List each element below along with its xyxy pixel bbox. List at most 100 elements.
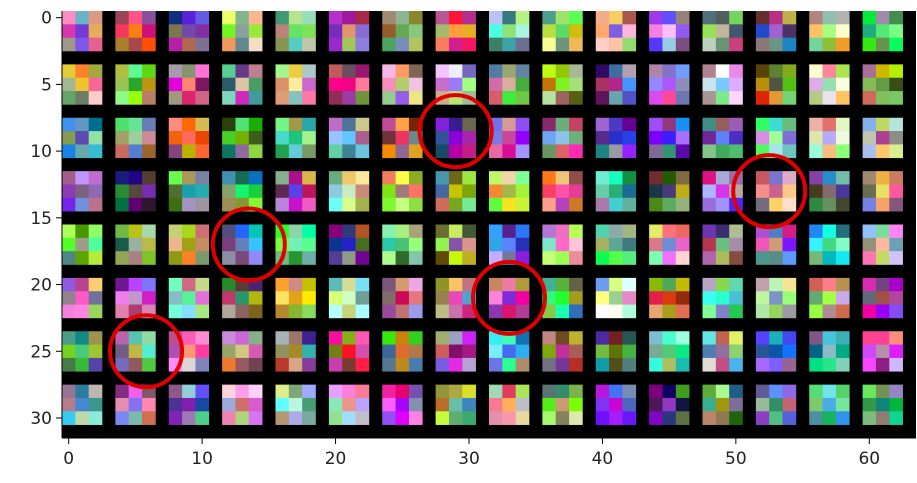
pixel (676, 11, 690, 25)
pixel (249, 305, 263, 319)
pixel (703, 305, 717, 319)
pixel (249, 38, 263, 52)
pixel (502, 345, 516, 359)
pixel (396, 144, 410, 158)
pixel (409, 91, 423, 105)
pixel (276, 11, 290, 25)
pixel (289, 64, 303, 78)
pixel (356, 198, 370, 212)
pixel (622, 131, 636, 145)
pixel (329, 225, 343, 239)
pixel (169, 144, 183, 158)
y-tick-label: 20 (30, 276, 52, 296)
pixel (609, 64, 623, 78)
pixel (809, 11, 823, 25)
pixel (235, 171, 249, 185)
pixel (129, 24, 143, 38)
pixel (876, 238, 890, 252)
pixel (703, 118, 717, 132)
pixel (462, 131, 476, 145)
pixel (302, 91, 316, 105)
pixel (182, 118, 196, 132)
x-tick-label: 60 (858, 449, 880, 469)
pixel (142, 225, 156, 239)
pixel (142, 118, 156, 132)
pixel (783, 385, 797, 399)
pixel (649, 118, 663, 132)
pixel (676, 358, 690, 372)
pixel (115, 251, 129, 265)
pixel (182, 144, 196, 158)
pixel (235, 345, 249, 359)
pixel (329, 64, 343, 78)
pixel (222, 91, 236, 105)
pixel (863, 144, 877, 158)
pixel (436, 238, 450, 252)
pixel (662, 238, 676, 252)
pixel (409, 411, 423, 425)
pixel (649, 184, 663, 198)
pixel (169, 171, 183, 185)
pixel (863, 278, 877, 292)
pixel (809, 358, 823, 372)
pixel (823, 398, 837, 412)
pixel (396, 198, 410, 212)
pixel (222, 305, 236, 319)
pixel (836, 278, 850, 292)
pixel (556, 64, 570, 78)
pixel (516, 411, 530, 425)
pixel (609, 144, 623, 158)
pixel (382, 118, 396, 132)
pixel (462, 331, 476, 345)
pixel (716, 251, 730, 265)
pixel (382, 278, 396, 292)
pixel (75, 78, 89, 92)
pixel (276, 198, 290, 212)
pixel (809, 331, 823, 345)
pixel (142, 131, 156, 145)
pixel (222, 238, 236, 252)
pixel (489, 411, 503, 425)
pixel (622, 398, 636, 412)
pixel (222, 291, 236, 305)
pixel (703, 38, 717, 52)
pixel (556, 358, 570, 372)
pixel (75, 11, 89, 25)
pixel (396, 331, 410, 345)
pixel (142, 171, 156, 185)
pixel (356, 398, 370, 412)
pixel (289, 251, 303, 265)
pixel (783, 225, 797, 239)
pixel (716, 345, 730, 359)
pixel (569, 238, 583, 252)
pixel (729, 118, 743, 132)
pixel (396, 24, 410, 38)
pixel (676, 24, 690, 38)
pixel (89, 11, 103, 25)
pixel (382, 24, 396, 38)
pixel (609, 398, 623, 412)
pixel (62, 411, 76, 425)
pixel (329, 278, 343, 292)
pixel (863, 398, 877, 412)
pixel (276, 385, 290, 399)
pixel (889, 78, 903, 92)
pixel (836, 118, 850, 132)
pixel (769, 118, 783, 132)
pixel (542, 385, 556, 399)
pixel (356, 11, 370, 25)
pixel (596, 305, 610, 319)
pixel (769, 64, 783, 78)
pixel (436, 11, 450, 25)
pixel (302, 358, 316, 372)
pixel (182, 91, 196, 105)
pixel (169, 225, 183, 239)
pixel (289, 345, 303, 359)
pixel (89, 358, 103, 372)
pixel (596, 398, 610, 412)
pixel (516, 184, 530, 198)
pixel (489, 305, 503, 319)
pixel (556, 238, 570, 252)
pixel (289, 78, 303, 92)
pixel (329, 411, 343, 425)
